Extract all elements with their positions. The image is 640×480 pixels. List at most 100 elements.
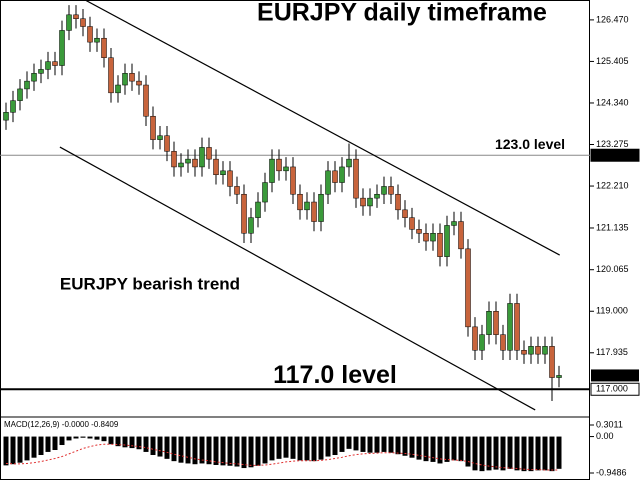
candle-body — [199, 147, 205, 168]
macd-bar — [535, 436, 541, 471]
candle-body — [66, 14, 72, 31]
level-annotation: 123.0 level — [495, 136, 565, 152]
macd-bar — [17, 436, 23, 463]
level-label: 117.000 — [596, 384, 628, 394]
y-tick-label: 123.275 — [596, 139, 629, 149]
candle-body — [255, 201, 261, 218]
macd-bar — [192, 436, 198, 465]
candle-body — [556, 375, 562, 378]
candle-body — [45, 61, 51, 70]
macd-bar — [178, 436, 184, 463]
macd-bar — [381, 436, 387, 452]
macd-bar — [395, 436, 401, 455]
candle-body — [409, 217, 415, 230]
macd-bar — [31, 436, 37, 458]
macd-bar — [157, 436, 163, 457]
macd-bar — [339, 436, 345, 452]
candle-body — [94, 37, 100, 43]
candle-body — [283, 166, 289, 172]
macd-bar — [185, 436, 191, 464]
macd-bar — [73, 436, 79, 439]
macd-bar — [87, 436, 93, 439]
level-label-box — [590, 382, 640, 396]
candle-body — [206, 147, 212, 160]
macd-bar — [549, 436, 555, 472]
candle-body — [227, 170, 233, 187]
candle-body — [521, 350, 527, 355]
candle-body — [17, 88, 23, 101]
macd-bar — [528, 436, 534, 472]
candle-body — [360, 197, 366, 207]
current-price-label: 117.354 — [596, 370, 628, 380]
candle-body — [157, 135, 163, 140]
macd-bar — [367, 436, 373, 453]
candle-body — [542, 346, 548, 355]
candle-body — [493, 311, 499, 335]
trendline — [59, 146, 536, 411]
annotation: EURJPY bearish trend — [60, 274, 240, 293]
macd-bar — [297, 436, 303, 461]
candle-body — [472, 326, 478, 351]
macd-bar — [108, 436, 114, 445]
candle-body — [129, 73, 135, 82]
y-tick-label: 117.935 — [596, 347, 628, 357]
macd-bar — [143, 436, 149, 452]
chart-title: EURJPY daily timeframe — [257, 0, 547, 27]
candle-body — [150, 115, 156, 140]
candle-body — [234, 186, 240, 195]
macd-bar — [318, 436, 324, 460]
macd-bar — [199, 436, 205, 464]
candle-body — [52, 61, 58, 66]
macd-bar — [325, 436, 331, 457]
macd-bar — [45, 436, 51, 452]
candle-body — [332, 170, 338, 183]
candle-body — [381, 186, 387, 195]
y-tick-label: 126.470 — [596, 14, 629, 24]
macd-bar — [164, 436, 170, 459]
candle-body — [395, 193, 401, 211]
candle-body — [444, 225, 450, 257]
candle-body — [87, 26, 93, 43]
candle-body — [178, 162, 184, 168]
candle-body — [374, 193, 380, 199]
candle-body — [549, 346, 555, 378]
candle-body — [339, 166, 345, 183]
macd-bar — [283, 436, 289, 458]
macd-bar — [486, 436, 492, 471]
candle-body — [73, 14, 79, 19]
candle-body — [122, 73, 128, 86]
candle-body — [507, 303, 513, 351]
candle-body — [535, 346, 541, 355]
macd-bar — [416, 436, 422, 460]
candle-body — [528, 346, 534, 355]
macd-bar — [556, 436, 562, 469]
candle-body — [297, 193, 303, 211]
macd-bar — [304, 436, 310, 461]
y-tick-label: 122.210 — [596, 180, 629, 190]
macd-bar — [514, 436, 520, 471]
candle-body — [290, 166, 296, 195]
candle-body — [115, 84, 121, 94]
macd-bar — [94, 436, 100, 440]
candle-body — [486, 311, 492, 335]
trendline — [84, 0, 560, 256]
candle-body — [465, 248, 471, 328]
candle-body — [311, 201, 317, 222]
macd-bar — [255, 436, 261, 466]
macd-bar — [150, 436, 156, 456]
macd-bar — [269, 436, 275, 461]
candle-body — [80, 18, 86, 27]
macd-bar — [388, 436, 394, 453]
macd-bar — [122, 436, 128, 448]
macd-bar — [521, 436, 527, 472]
macd-bar — [311, 436, 317, 462]
candle-body — [423, 232, 429, 242]
candle-body — [353, 158, 359, 199]
macd-bar — [437, 436, 443, 464]
candle-body — [262, 182, 268, 203]
y-tick-label: 0.3011 — [596, 419, 623, 429]
macd-bar — [171, 436, 177, 462]
macd-bar — [24, 436, 30, 461]
candle-body — [514, 303, 520, 351]
candle-body — [458, 221, 464, 250]
